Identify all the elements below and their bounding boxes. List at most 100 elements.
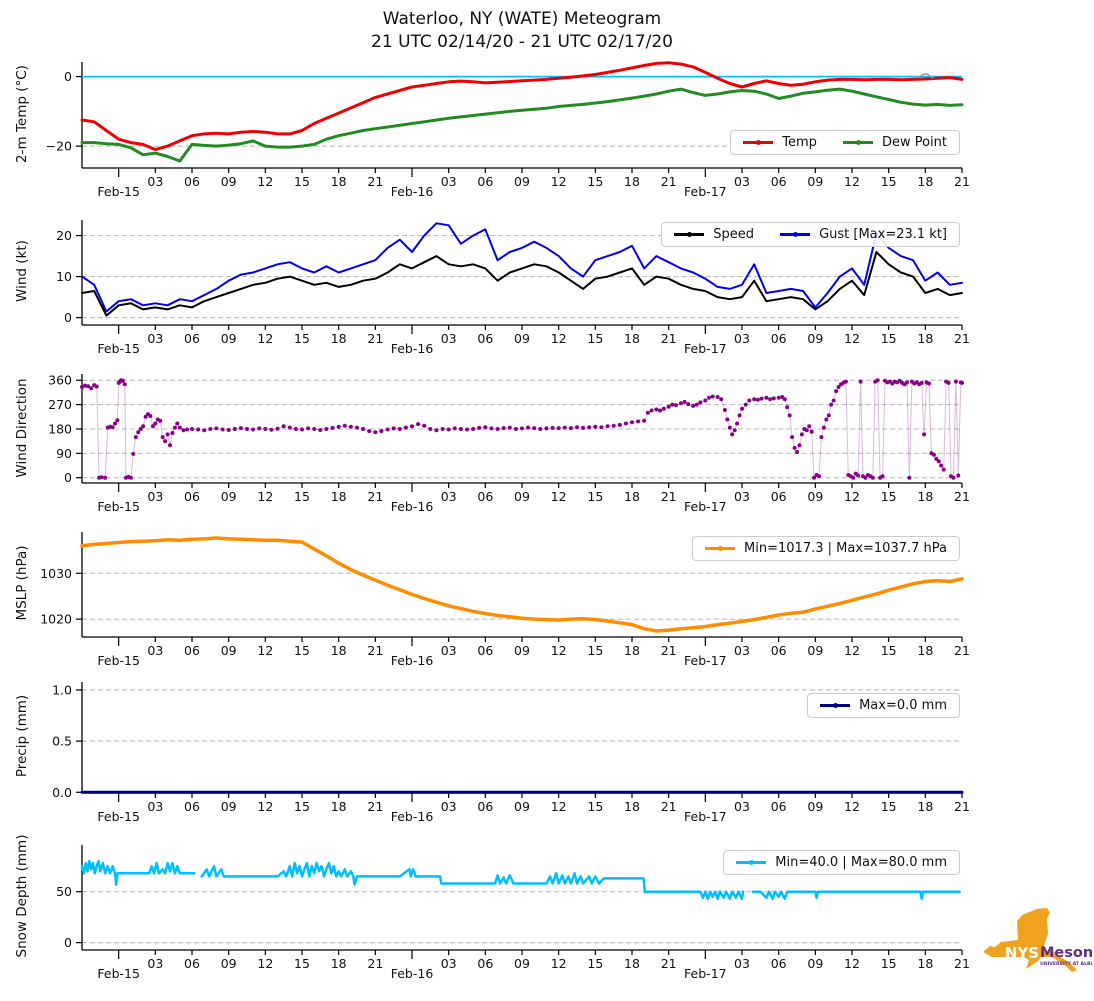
- series-dot-Direction: [790, 435, 795, 440]
- series-dot-Direction: [275, 426, 280, 431]
- series-dot-Direction: [703, 398, 708, 403]
- x-tick-label: 03: [734, 174, 750, 189]
- series-dot-Direction: [795, 450, 799, 454]
- series-dot-Direction: [799, 432, 804, 437]
- legend-item-snow-depth: Min=40.0 | Max=80.0 mm: [736, 855, 947, 870]
- series-dot-Direction: [719, 397, 724, 402]
- series-dot-Direction: [391, 426, 396, 431]
- series-dot-Direction: [342, 423, 347, 428]
- series-dot-Direction: [694, 402, 699, 407]
- x-tick-label: 06: [477, 331, 493, 346]
- x-tick-label: 03: [734, 956, 750, 971]
- series-dot-Direction: [532, 426, 537, 431]
- series-dot-Direction: [870, 475, 875, 480]
- series-dot-Direction: [83, 383, 88, 388]
- x-tick-label: 18: [331, 174, 347, 189]
- series-dot-Direction: [148, 414, 153, 418]
- series-dot-Direction: [131, 451, 136, 456]
- y-tick-label: 0: [64, 69, 72, 84]
- legend-item-dew-point: Dew Point: [842, 135, 947, 150]
- x-tick-label: 03: [734, 799, 750, 814]
- series-dot-Direction: [804, 428, 809, 433]
- x-tick-label: 06: [184, 643, 200, 658]
- series-line-Snow Depth: [200, 861, 745, 901]
- gust-line-swatch: [780, 231, 811, 237]
- temp-line-swatch: [743, 139, 774, 145]
- series-dot-Direction: [477, 425, 482, 430]
- series-dot-Direction: [581, 425, 586, 430]
- series-dot-Direction: [951, 475, 956, 480]
- series-dot-Direction: [287, 425, 292, 430]
- series-dot-Direction: [312, 427, 317, 431]
- series-dot-Direction: [483, 425, 488, 430]
- x-tick-label: 12: [551, 799, 567, 814]
- legend-mslp: Min=1017.3 | Max=1037.7 hPa: [692, 536, 960, 561]
- chart-4: 0.0 0.5 1.0 Feb-15 03 06 09 12 15 18 21 Feb-16 03 06 0…: [52, 682, 970, 824]
- series-dot-Direction: [175, 421, 180, 426]
- series-dot-Direction: [812, 475, 817, 480]
- series-dot-Direction: [501, 426, 506, 431]
- y-tick-label: −20: [46, 139, 72, 154]
- x-tick-label: 18: [331, 489, 347, 504]
- series-dot-Direction: [181, 428, 186, 433]
- series-dot-Direction: [428, 427, 433, 431]
- x-tick-label: 15: [881, 489, 897, 504]
- x-tick-label: 06: [771, 489, 787, 504]
- series-dot-Direction: [747, 398, 752, 403]
- series-line-Snow Depth: [751, 890, 961, 901]
- series-dot-Direction: [385, 427, 390, 432]
- x-tick-label: 06: [477, 174, 493, 189]
- legend-label: Max=0.0 mm: [859, 698, 947, 713]
- x-tick-label: 09: [221, 799, 237, 814]
- series-dot-Direction: [507, 425, 512, 430]
- series-dot-Direction: [605, 424, 610, 429]
- series-dot-Direction: [458, 427, 463, 431]
- series-dot-Direction: [636, 419, 641, 424]
- series-dot-Direction: [707, 395, 711, 400]
- series-dot-Direction: [831, 398, 836, 403]
- x-tick-label: 15: [587, 643, 603, 658]
- series-line-Speed: [81, 251, 963, 317]
- series-dot-Direction: [623, 421, 628, 426]
- x-tick-label: 12: [844, 489, 860, 504]
- series-dot-Direction: [658, 408, 663, 413]
- x-tick-label: 09: [514, 489, 530, 504]
- chart-3: 1020 1030 Feb-15 03 06 09 12 15 18 21 Feb-16 03 06 09…: [40, 532, 970, 668]
- series-dot-Direction: [722, 408, 727, 412]
- series-dot-Direction: [550, 425, 555, 430]
- x-tick-label: Feb-15: [97, 184, 140, 199]
- series-dot-Direction: [593, 424, 598, 429]
- series-dot-Direction: [120, 378, 125, 383]
- y-tick-label: 90: [56, 446, 72, 461]
- x-tick-label: 18: [624, 799, 640, 814]
- x-tick-label: 09: [807, 489, 823, 504]
- series-dot-Direction: [737, 413, 742, 418]
- x-tick-label: 12: [257, 643, 273, 658]
- x-tick-label: Feb-15: [97, 809, 140, 824]
- series-dot-Direction: [416, 422, 421, 427]
- series-dot-Direction: [348, 424, 353, 429]
- series-dot-Direction: [922, 432, 927, 437]
- series-dot-Direction: [752, 397, 757, 402]
- legend-label: Temp: [782, 135, 817, 150]
- series-dot-Direction: [214, 426, 219, 431]
- series-dot-Direction: [686, 402, 691, 407]
- y-tick-label: 10: [56, 269, 72, 284]
- series-dot-Direction: [725, 417, 730, 422]
- series-dot-Direction: [122, 382, 127, 387]
- x-tick-label: 09: [514, 799, 530, 814]
- series-dot-Direction: [821, 425, 826, 430]
- series-dot-Direction: [379, 429, 384, 434]
- series-dot-Direction: [251, 427, 256, 432]
- x-tick-label: 06: [771, 799, 787, 814]
- series-dot-Direction: [907, 475, 912, 480]
- series-dot-Direction: [654, 407, 659, 412]
- x-tick-label: 18: [624, 489, 640, 504]
- x-tick-label: 15: [294, 799, 310, 814]
- series-dot-Direction: [293, 427, 298, 431]
- x-tick-label: 18: [624, 643, 640, 658]
- series-dot-Direction: [110, 425, 115, 430]
- x-tick-label: Feb-16: [391, 809, 434, 824]
